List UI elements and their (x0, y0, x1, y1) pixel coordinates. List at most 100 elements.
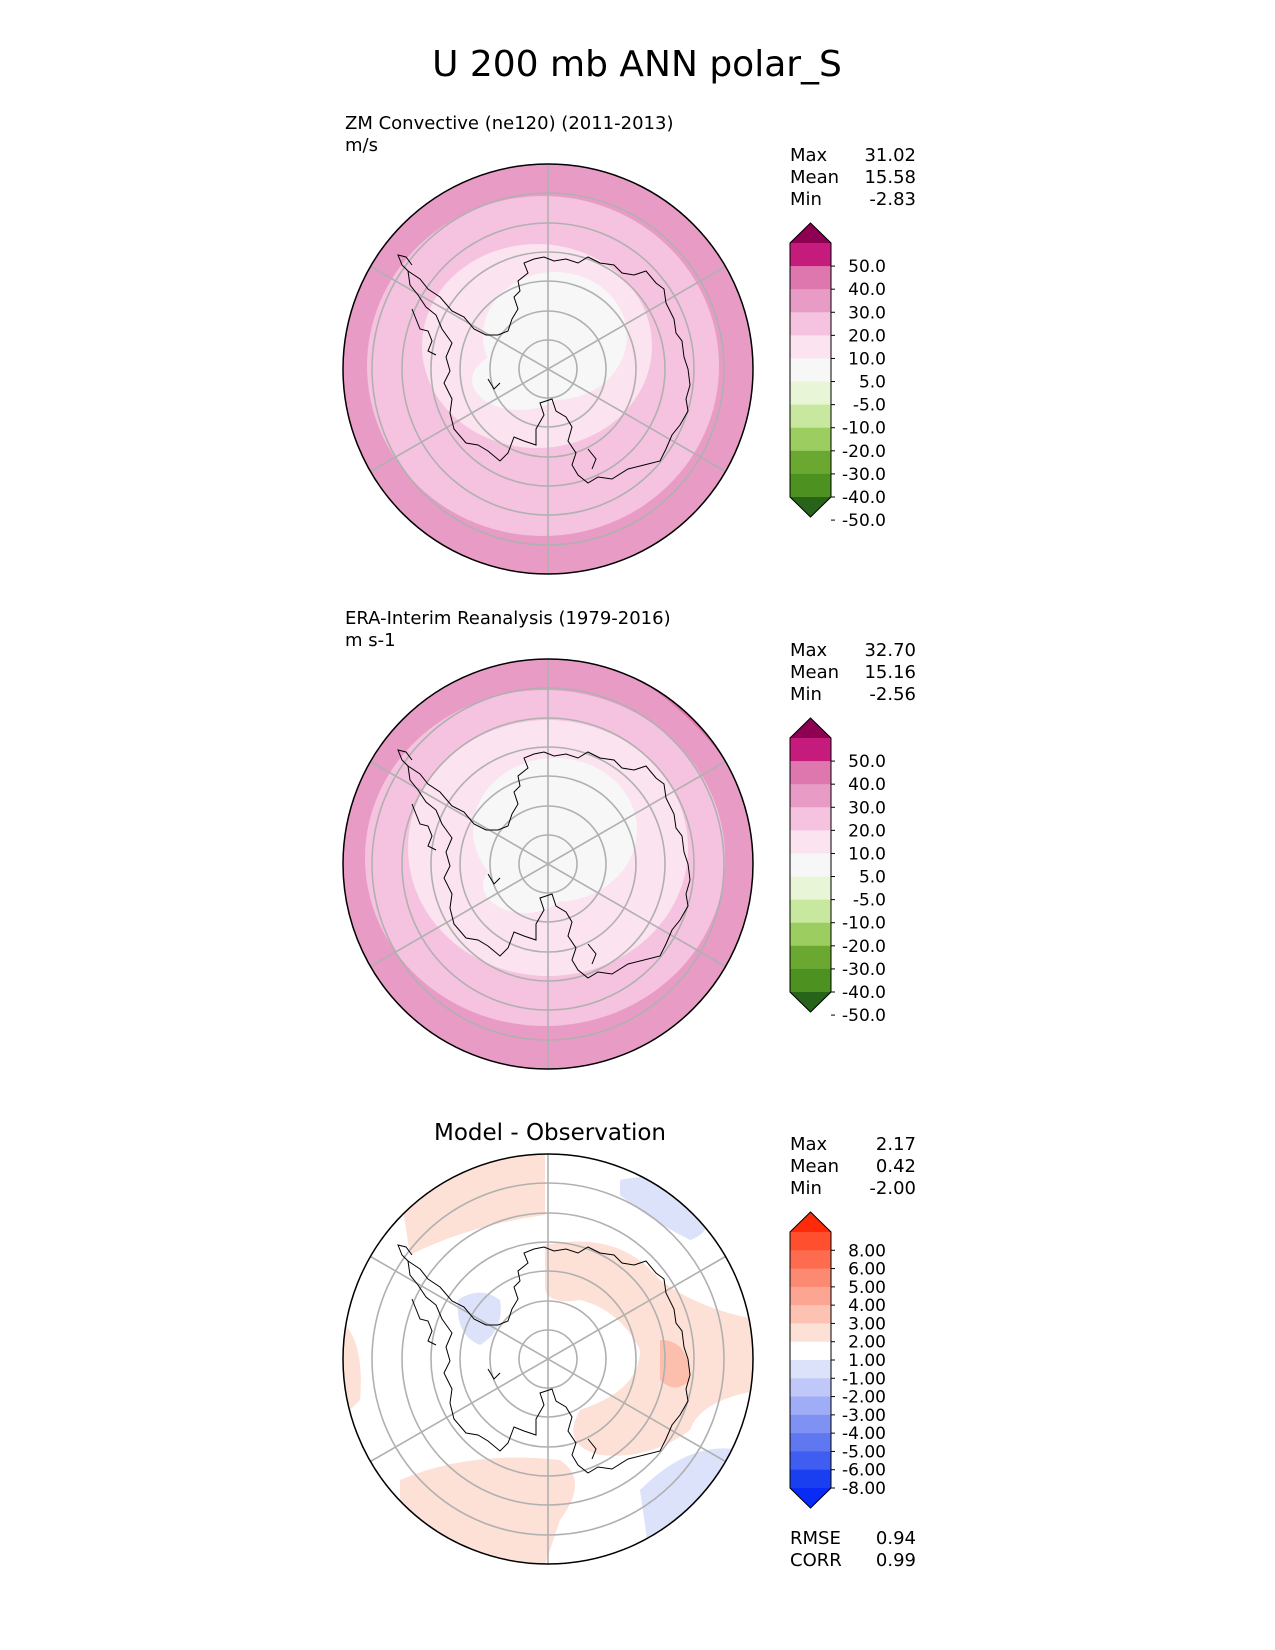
colorbar-segment (790, 761, 831, 785)
colorbar-tick-label: 5.00 (848, 1278, 886, 1298)
stat-label: Mean (790, 1156, 839, 1177)
colorbar-tick-label: -6.00 (842, 1461, 886, 1481)
stat-label: Max (790, 1134, 828, 1155)
colorbar-tick-label: -5.00 (842, 1442, 886, 1462)
colorbar-tick-label: -8.00 (842, 1479, 886, 1499)
panel-reference-map (343, 659, 753, 1069)
colorbar-tick-label: -40.0 (842, 488, 886, 508)
stat-label: Max (790, 640, 828, 661)
colorbar-segment (790, 1433, 831, 1452)
colorbar-segment (790, 1232, 831, 1251)
panel-reference-map-border (342, 658, 754, 1070)
colorbar-tick-label: 2.00 (848, 1333, 886, 1353)
stat-value: 2.17 (876, 1134, 916, 1155)
colorbar-tick-label: -20.0 (842, 442, 886, 462)
panel-test: ZM Convective (ne120) (2011-2013) m/s Ma… (342, 113, 916, 575)
stat-value: -2.56 (869, 684, 916, 705)
stat-label: Mean (790, 167, 839, 188)
colorbar-segment (790, 312, 831, 336)
colorbar-tick-label: 40.0 (848, 775, 886, 795)
colorbar-extend-top (790, 718, 831, 738)
panel-diff-colorbar: 8.006.005.004.003.002.001.00-1.00-2.00-3… (789, 1211, 886, 1509)
colorbar-segment (790, 1378, 831, 1398)
colorbar-segment (790, 922, 831, 947)
colorbar-segment (790, 404, 831, 429)
figure-title: U 200 mb ANN polar_S (432, 44, 842, 85)
colorbar-tick-label: 5.0 (859, 373, 886, 393)
colorbar-tick-label: 50.0 (848, 752, 886, 772)
colorbar-segment (790, 1250, 831, 1270)
colorbar-tick-label: -5.0 (853, 396, 886, 416)
panel-test-title: ZM Convective (ne120) (2011-2013) (345, 113, 673, 134)
colorbar-tick-label: -1.00 (842, 1369, 886, 1389)
colorbar-tick-label: 6.00 (848, 1260, 886, 1280)
colorbar-segment (790, 1414, 831, 1434)
colorbar-tick-label: -10.0 (842, 914, 886, 934)
panel-reference-units: m s-1 (345, 630, 396, 651)
colorbar-segment (790, 968, 831, 993)
colorbar-tick-label: 10.0 (848, 349, 886, 369)
colorbar-segment (790, 335, 831, 359)
stat-label: Min (790, 189, 822, 210)
stat-value: -2.83 (869, 189, 916, 210)
colorbar-segment (790, 738, 831, 762)
colorbar-segment (790, 1323, 831, 1343)
stat-value: 31.02 (864, 145, 916, 166)
colorbar-extend-bottom (790, 497, 831, 517)
panel-test-colorbar: 50.0 40.0 30.0 20.0 10.0 5.0 -5.0 -10.0 -20.0 -30… (789, 222, 886, 531)
colorbar-tick-label: 30.0 (848, 798, 886, 818)
colorbar-tick-label: 20.0 (848, 821, 886, 841)
stat-label: Mean (790, 662, 839, 683)
panel-diff-metrics: RMSE 0.94 CORR 0.99 (790, 1528, 916, 1571)
colorbar-segment (790, 1469, 831, 1489)
panel-reference-title: ERA-Interim Reanalysis (1979-2016) (345, 608, 671, 629)
colorbar-extend-bottom (790, 992, 831, 1012)
colorbar-segment (790, 1341, 831, 1361)
colorbar-tick-label: -4.00 (842, 1424, 886, 1444)
colorbar-tick-label: 30.0 (848, 303, 886, 323)
colorbar-segment (790, 450, 831, 475)
stat-value: 0.42 (876, 1156, 916, 1177)
panel-test-map (343, 164, 753, 574)
colorbar-segment (790, 899, 831, 924)
metric-label: RMSE (790, 1528, 841, 1549)
colorbar-segment (790, 784, 831, 808)
panel-diff-title: Model - Observation (434, 1120, 666, 1146)
colorbar-tick-label: -30.0 (842, 960, 886, 980)
colorbar-tick-label: -40.0 (842, 983, 886, 1003)
panel-diff-map-border (342, 1153, 754, 1565)
colorbar-tick-label: 3.00 (848, 1314, 886, 1334)
panel-test-stats: Max 31.02 Mean 15.58 Min -2.83 (790, 145, 916, 210)
stat-label: Min (790, 1178, 822, 1199)
metric-value: 0.94 (876, 1528, 916, 1549)
colorbar-tick-label: 5.0 (859, 868, 886, 888)
colorbar-segment (790, 807, 831, 831)
metric-label: CORR (790, 1550, 842, 1571)
colorbar-segment (790, 473, 831, 498)
colorbar-tick-label: 4.00 (848, 1296, 886, 1316)
colorbar-tick-label: 1.00 (848, 1351, 886, 1371)
colorbar-segment (790, 266, 831, 290)
colorbar-tick-label: -30.0 (842, 465, 886, 485)
colorbar-segment (790, 1396, 831, 1416)
panel-reference: ERA-Interim Reanalysis (1979-2016) m s-1… (342, 608, 916, 1070)
colorbar-segment (790, 830, 831, 854)
colorbar-tick-label: -20.0 (842, 937, 886, 957)
colorbar-segment (790, 289, 831, 313)
colorbar-extend-top (790, 223, 831, 243)
colorbar-segment (790, 243, 831, 267)
colorbar-segment (790, 358, 831, 383)
colorbar-extend-top (790, 1212, 831, 1232)
colorbar-tick-label: 50.0 (848, 257, 886, 277)
colorbar-segment (790, 1305, 831, 1324)
colorbar-segment (790, 945, 831, 970)
stat-label: Max (790, 145, 828, 166)
panel-test-units: m/s (345, 135, 378, 156)
colorbar-tick-label: 20.0 (848, 326, 886, 346)
stat-label: Min (790, 684, 822, 705)
colorbar-tick-label: 10.0 (848, 844, 886, 864)
panel-reference-stats: Max 32.70 Mean 15.16 Min -2.56 (790, 640, 916, 705)
stat-value: 15.16 (864, 662, 916, 683)
colorbar-segment (790, 381, 831, 406)
colorbar-tick-label: -5.0 (853, 891, 886, 911)
